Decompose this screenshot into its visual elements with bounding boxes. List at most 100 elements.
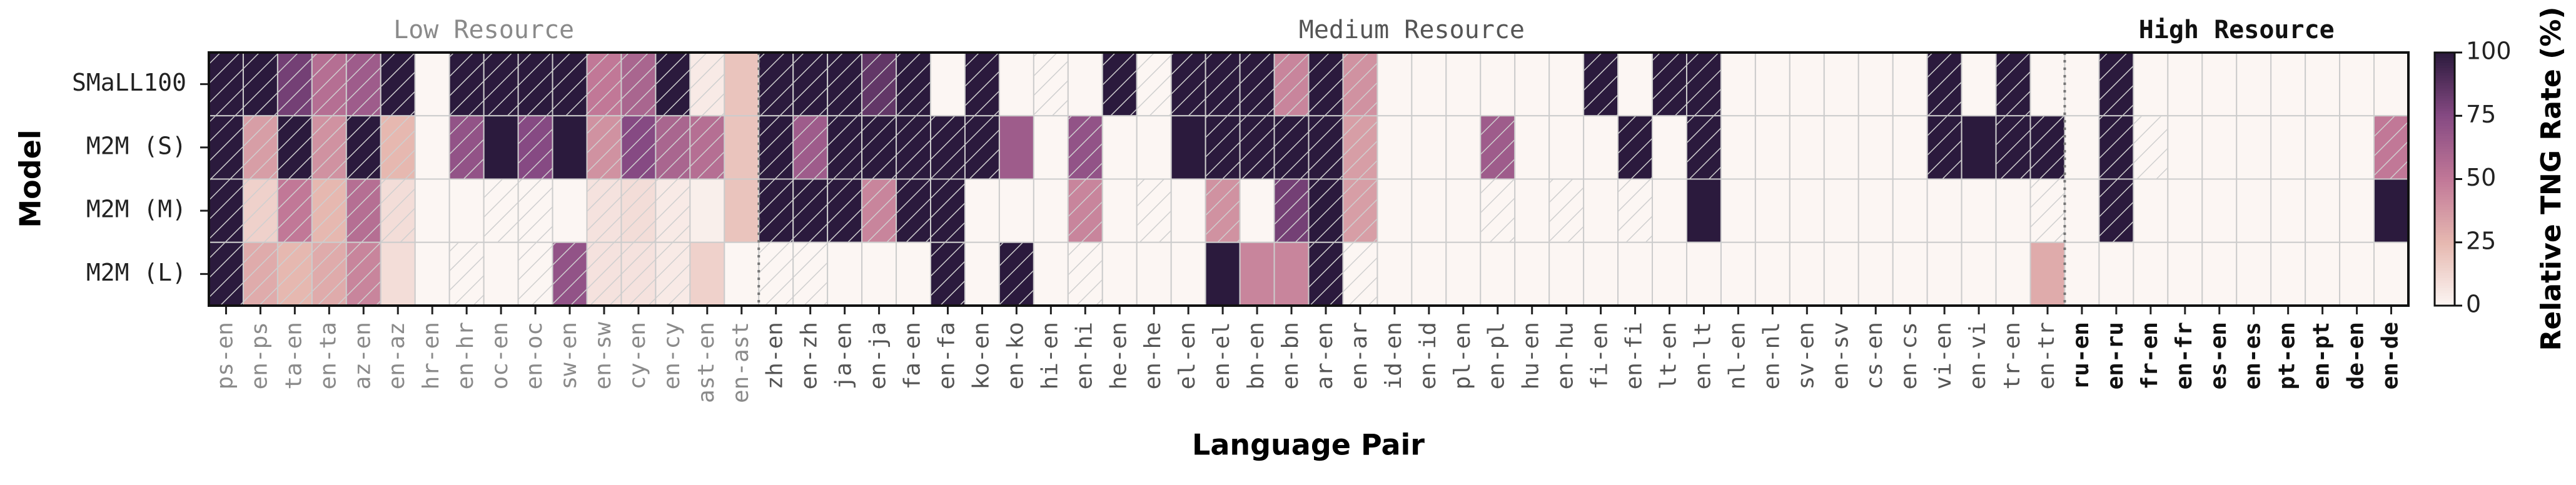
cell: [2167, 115, 2203, 180]
x-tick-label: ko-en: [968, 322, 994, 389]
colorbar-segment: [2435, 52, 2455, 56]
colorbar-segment: [2435, 92, 2455, 96]
hatch: [450, 53, 483, 116]
colorbar-segment: [2435, 222, 2455, 225]
hatch: [1619, 116, 1652, 179]
cell: [414, 52, 450, 117]
hatch: [484, 179, 518, 242]
cell: [2201, 178, 2238, 243]
cell: [2305, 241, 2341, 306]
colorbar-segment: [2435, 121, 2455, 124]
x-tick-label: en-sw: [590, 322, 616, 390]
hatch: [1343, 242, 1377, 305]
x-tick-label: en-de: [2378, 322, 2403, 389]
hatch: [931, 116, 964, 179]
cell: [414, 115, 450, 180]
cell: [2201, 52, 2238, 117]
hatch: [2375, 116, 2408, 179]
cell: [414, 241, 450, 306]
hatch: [1309, 53, 1343, 116]
hatch: [1275, 53, 1308, 116]
colorbar-tick-label: 100: [2466, 38, 2512, 65]
colorbar-segment: [2435, 171, 2455, 174]
x-tick-label: pt-en: [2275, 322, 2300, 389]
cell: [1754, 241, 1791, 306]
x-tick-label: en-pl: [1484, 322, 1510, 389]
colorbar-segment: [2435, 201, 2455, 205]
hatch: [312, 242, 346, 305]
colorbar-segment: [2435, 288, 2455, 291]
cell: [483, 115, 519, 180]
hatch: [2099, 116, 2133, 179]
colorbar-segment: [2435, 138, 2455, 142]
cell: [1480, 52, 1516, 117]
x-tick-label: en-tr: [2034, 322, 2059, 389]
cell: [1926, 178, 1962, 243]
colorbar-segment: [2435, 146, 2455, 149]
colorbar-segment: [2435, 141, 2455, 144]
plot-frame: [208, 51, 2410, 307]
cell: [930, 52, 966, 117]
cell: [1892, 52, 1928, 117]
cell: [1205, 241, 1241, 306]
cell: [2339, 115, 2375, 180]
hatch: [587, 116, 621, 179]
hatch: [2099, 179, 2133, 242]
cell: [964, 241, 1000, 306]
hatch: [587, 179, 621, 242]
x-tick-label: en-pt: [2309, 322, 2335, 389]
cell: [1101, 115, 1138, 180]
colorbar-segment: [2435, 123, 2455, 127]
hatch: [450, 116, 483, 179]
colorbar-segment: [2435, 300, 2455, 304]
cell: [1548, 241, 1585, 306]
cell: [2373, 178, 2409, 243]
cell: [2305, 178, 2341, 243]
cell: [380, 241, 416, 306]
hatch: [1275, 179, 1308, 242]
colorbar-segment: [2435, 78, 2455, 81]
x-tick-label: ta-en: [281, 322, 306, 389]
cell: [1995, 178, 2031, 243]
hatch: [1653, 53, 1686, 116]
hatch: [278, 116, 311, 179]
x-tick-label: bn-en: [1243, 322, 1269, 389]
cell: [2098, 241, 2134, 306]
x-tick-label: en-fr: [2171, 322, 2197, 389]
colorbar-segment: [2435, 298, 2455, 301]
cell: [1652, 241, 1687, 306]
cell: [1754, 52, 1791, 117]
cell: [1961, 115, 1997, 180]
hatch: [553, 53, 587, 116]
cell: [552, 115, 588, 180]
hatch: [2031, 116, 2064, 179]
colorbar-segment: [2435, 217, 2455, 220]
x-tick-label: en-id: [1415, 322, 1441, 389]
cell: [2133, 52, 2169, 117]
colorbar-segment: [2435, 148, 2455, 152]
cell: [724, 241, 760, 306]
x-tick-label: pl-en: [1450, 322, 1475, 389]
x-tick-label: fi-en: [1587, 322, 1613, 389]
x-tick-label: en-ast: [728, 322, 754, 403]
hatch: [828, 53, 862, 116]
hatch: [794, 53, 827, 116]
cell: [414, 178, 450, 243]
hatch: [999, 242, 1033, 305]
cell: [1892, 241, 1928, 306]
hatch: [622, 179, 655, 242]
cell: [1789, 115, 1825, 180]
hatch: [1481, 179, 1515, 242]
hatch: [622, 242, 655, 305]
cell: [1445, 178, 1482, 243]
x-tick-label: en-ta: [315, 322, 341, 389]
hatch: [1619, 179, 1652, 242]
cell: [2167, 52, 2203, 117]
colorbar-segment: [2435, 207, 2455, 210]
hatch: [1206, 53, 1240, 116]
colorbar-segment: [2435, 106, 2455, 109]
hatch: [1137, 179, 1171, 242]
hatch: [1034, 53, 1068, 116]
cell: [2270, 178, 2306, 243]
colorbar-tick-label: 75: [2466, 101, 2496, 128]
